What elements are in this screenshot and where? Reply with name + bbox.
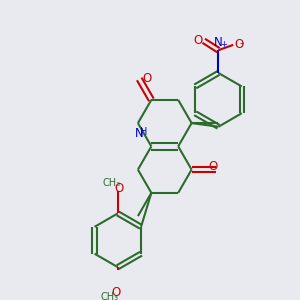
- Text: N: N: [135, 127, 144, 140]
- Text: +: +: [220, 40, 227, 49]
- Text: O: O: [208, 160, 218, 173]
- Text: O: O: [112, 286, 121, 298]
- Text: O: O: [115, 182, 124, 195]
- Text: O: O: [193, 34, 203, 47]
- Text: O: O: [235, 38, 244, 51]
- Text: O: O: [142, 72, 152, 86]
- Text: CH₃: CH₃: [102, 178, 120, 188]
- Text: N: N: [214, 36, 223, 49]
- Text: -: -: [239, 38, 243, 49]
- Text: CH₃: CH₃: [101, 292, 119, 300]
- Text: H: H: [140, 127, 147, 137]
